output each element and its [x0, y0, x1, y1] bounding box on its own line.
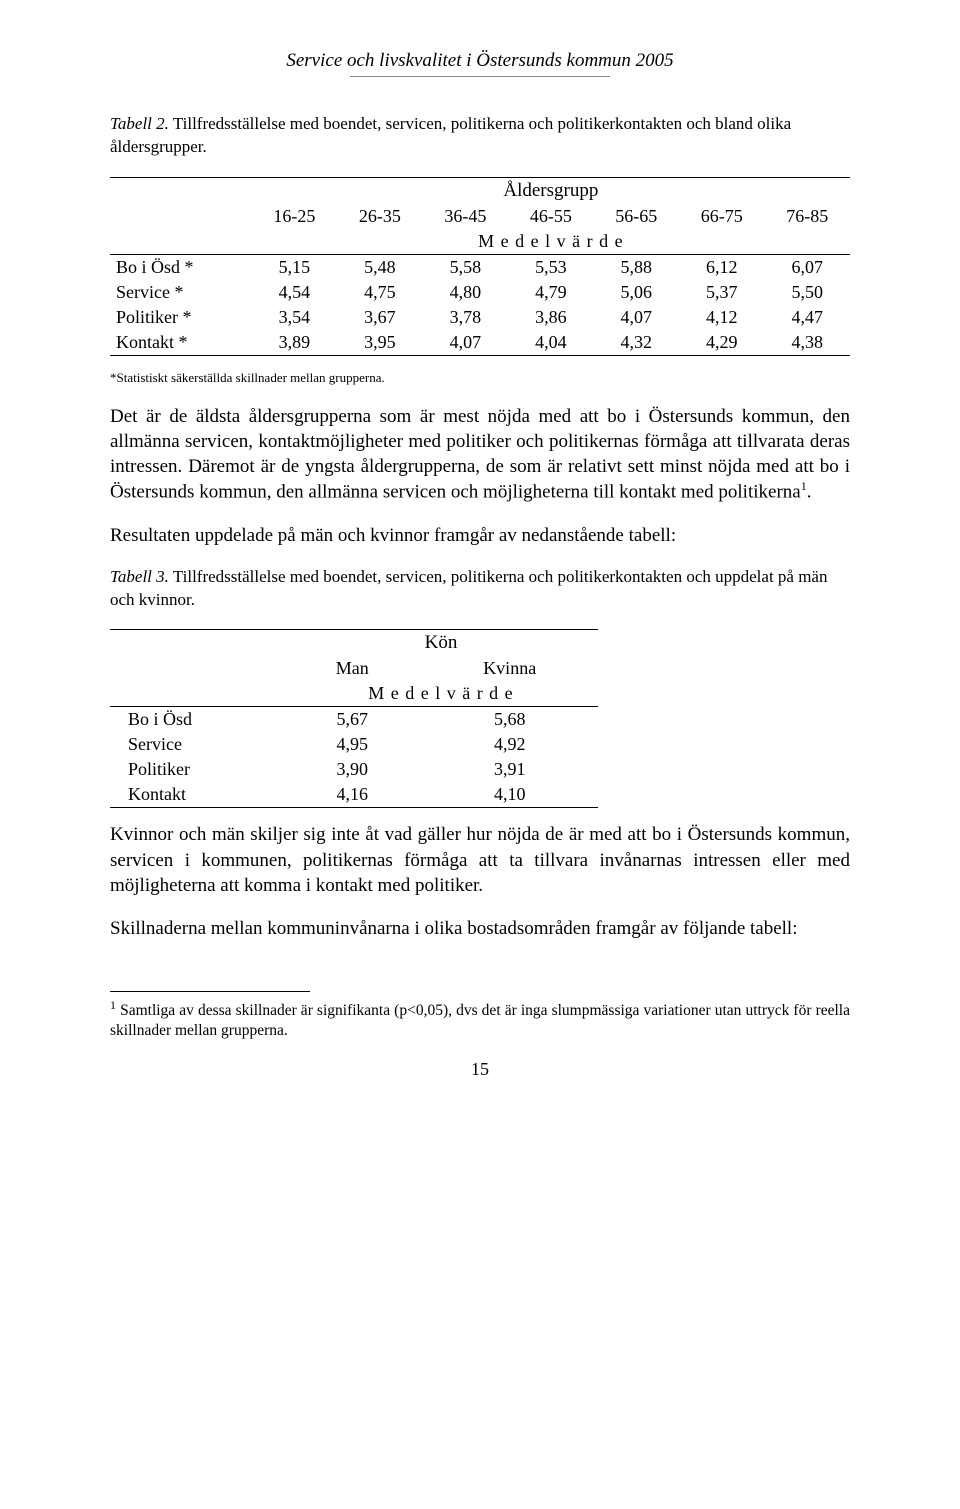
table2-cell: 4,75: [337, 280, 422, 305]
table3-cell: 4,10: [421, 782, 598, 808]
footnote-text: Samtliga av dessa skillnader är signifik…: [110, 1002, 850, 1039]
table2-cell: 4,47: [765, 305, 851, 330]
table2-cell: 5,53: [508, 254, 593, 280]
paragraph-1: Det är de äldsta åldersgrupperna som är …: [110, 404, 850, 505]
paragraph-2: Resultaten uppdelade på män och kvinnor …: [110, 523, 850, 548]
table3-row3-label: Kontakt: [110, 782, 284, 808]
table2-stub: [110, 177, 252, 204]
table2-medel-label: M e d e l v ä r d e: [252, 229, 850, 255]
table2-cell: 4,12: [679, 305, 764, 330]
table2-cell: 4,07: [594, 305, 679, 330]
header-rule: [350, 76, 610, 77]
para1-text: Det är de äldsta åldersgrupperna som är …: [110, 406, 850, 503]
table-row: Bo i Ösd 5,67 5,68: [110, 707, 598, 733]
table2-col-5: 66-75: [679, 204, 764, 229]
table2-cell: 4,38: [765, 330, 851, 356]
table-row: Politiker 3,90 3,91: [110, 757, 598, 782]
table3-cell: 3,91: [421, 757, 598, 782]
table2-footnote: *Statistiskt säkerställda skillnader mel…: [110, 370, 850, 386]
table2-cell: 4,32: [594, 330, 679, 356]
paragraph-3: Kvinnor och män skiljer sig inte åt vad …: [110, 822, 850, 897]
table2-cell: 5,58: [423, 254, 508, 280]
table2-caption: Tabell 2. Tillfredsställelse med boendet…: [110, 113, 850, 159]
table2-col-1: 26-35: [337, 204, 422, 229]
table3-caption-text: Tillfredsställelse med boendet, servicen…: [110, 567, 827, 609]
paragraph-4: Skillnaderna mellan kommuninvånarna i ol…: [110, 916, 850, 941]
running-header: Service och livskvalitet i Östersunds ko…: [110, 50, 850, 72]
table2-cell: 4,79: [508, 280, 593, 305]
page: Service och livskvalitet i Östersunds ko…: [0, 0, 960, 1120]
table3-col-1: Kvinna: [421, 656, 598, 681]
table2-cell: 3,89: [252, 330, 337, 356]
table3-cell: 5,67: [284, 707, 421, 733]
table-row: Kontakt 4,16 4,10: [110, 782, 598, 808]
table2-cell: 5,48: [337, 254, 422, 280]
table2-cell: 5,50: [765, 280, 851, 305]
page-number: 15: [110, 1059, 850, 1080]
table3-cell: 4,92: [421, 732, 598, 757]
table2-cell: 5,37: [679, 280, 764, 305]
table2-cell: 4,29: [679, 330, 764, 356]
table2-superheader: Åldersgrupp: [252, 177, 850, 204]
table3-superheader: Kön: [284, 630, 599, 657]
footnote-rule: [110, 991, 310, 992]
table3-cell: 5,68: [421, 707, 598, 733]
table2: Åldersgrupp 16-25 26-35 36-45 46-55 56-6…: [110, 177, 850, 356]
table2-col-3: 46-55: [508, 204, 593, 229]
table2-caption-text: Tillfredsställelse med boendet, servicen…: [110, 114, 791, 156]
table-row: Service 4,95 4,92: [110, 732, 598, 757]
table2-cell: 3,78: [423, 305, 508, 330]
table2-col-0: 16-25: [252, 204, 337, 229]
table2-cell: 3,67: [337, 305, 422, 330]
table2-cell: 4,07: [423, 330, 508, 356]
table-row: Bo i Ösd * 5,15 5,48 5,58 5,53 5,88 6,12…: [110, 254, 850, 280]
table2-col-2: 36-45: [423, 204, 508, 229]
table2-cell: 3,95: [337, 330, 422, 356]
table2-row3-label: Kontakt *: [110, 330, 252, 356]
table2-col-6: 76-85: [765, 204, 851, 229]
table3-cell: 3,90: [284, 757, 421, 782]
footnote-1: 1 Samtliga av dessa skillnader är signif…: [110, 998, 850, 1041]
table3-caption-prefix: Tabell 3.: [110, 567, 169, 586]
table2-cell: 3,86: [508, 305, 593, 330]
table3-row0-label: Bo i Ösd: [110, 707, 284, 733]
table2-row0-label: Bo i Ösd *: [110, 254, 252, 280]
table2-cell: 5,15: [252, 254, 337, 280]
table3-cell: 4,95: [284, 732, 421, 757]
table2-cell: 4,04: [508, 330, 593, 356]
table3-row1-label: Service: [110, 732, 284, 757]
table-row: Politiker * 3,54 3,67 3,78 3,86 4,07 4,1…: [110, 305, 850, 330]
table2-cell: 4,54: [252, 280, 337, 305]
table2-cell: 6,12: [679, 254, 764, 280]
table2-cell: 5,88: [594, 254, 679, 280]
table2-col-4: 56-65: [594, 204, 679, 229]
table2-caption-prefix: Tabell 2.: [110, 114, 169, 133]
table3: Kön Man Kvinna M e d e l v ä r d e Bo i …: [110, 629, 598, 808]
table2-cell: 5,06: [594, 280, 679, 305]
table2-cell: 6,07: [765, 254, 851, 280]
table2-cell: 4,80: [423, 280, 508, 305]
para1-tail: .: [807, 481, 812, 502]
table2-cell: 3,54: [252, 305, 337, 330]
table2-row2-label: Politiker *: [110, 305, 252, 330]
table-row: Kontakt * 3,89 3,95 4,07 4,04 4,32 4,29 …: [110, 330, 850, 356]
table-row: Service * 4,54 4,75 4,80 4,79 5,06 5,37 …: [110, 280, 850, 305]
table3-cell: 4,16: [284, 782, 421, 808]
table3-medel-label: M e d e l v ä r d e: [284, 681, 599, 707]
table3-row2-label: Politiker: [110, 757, 284, 782]
table3-caption: Tabell 3. Tillfredsställelse med boendet…: [110, 566, 850, 612]
table3-col-0: Man: [284, 656, 421, 681]
table2-row1-label: Service *: [110, 280, 252, 305]
